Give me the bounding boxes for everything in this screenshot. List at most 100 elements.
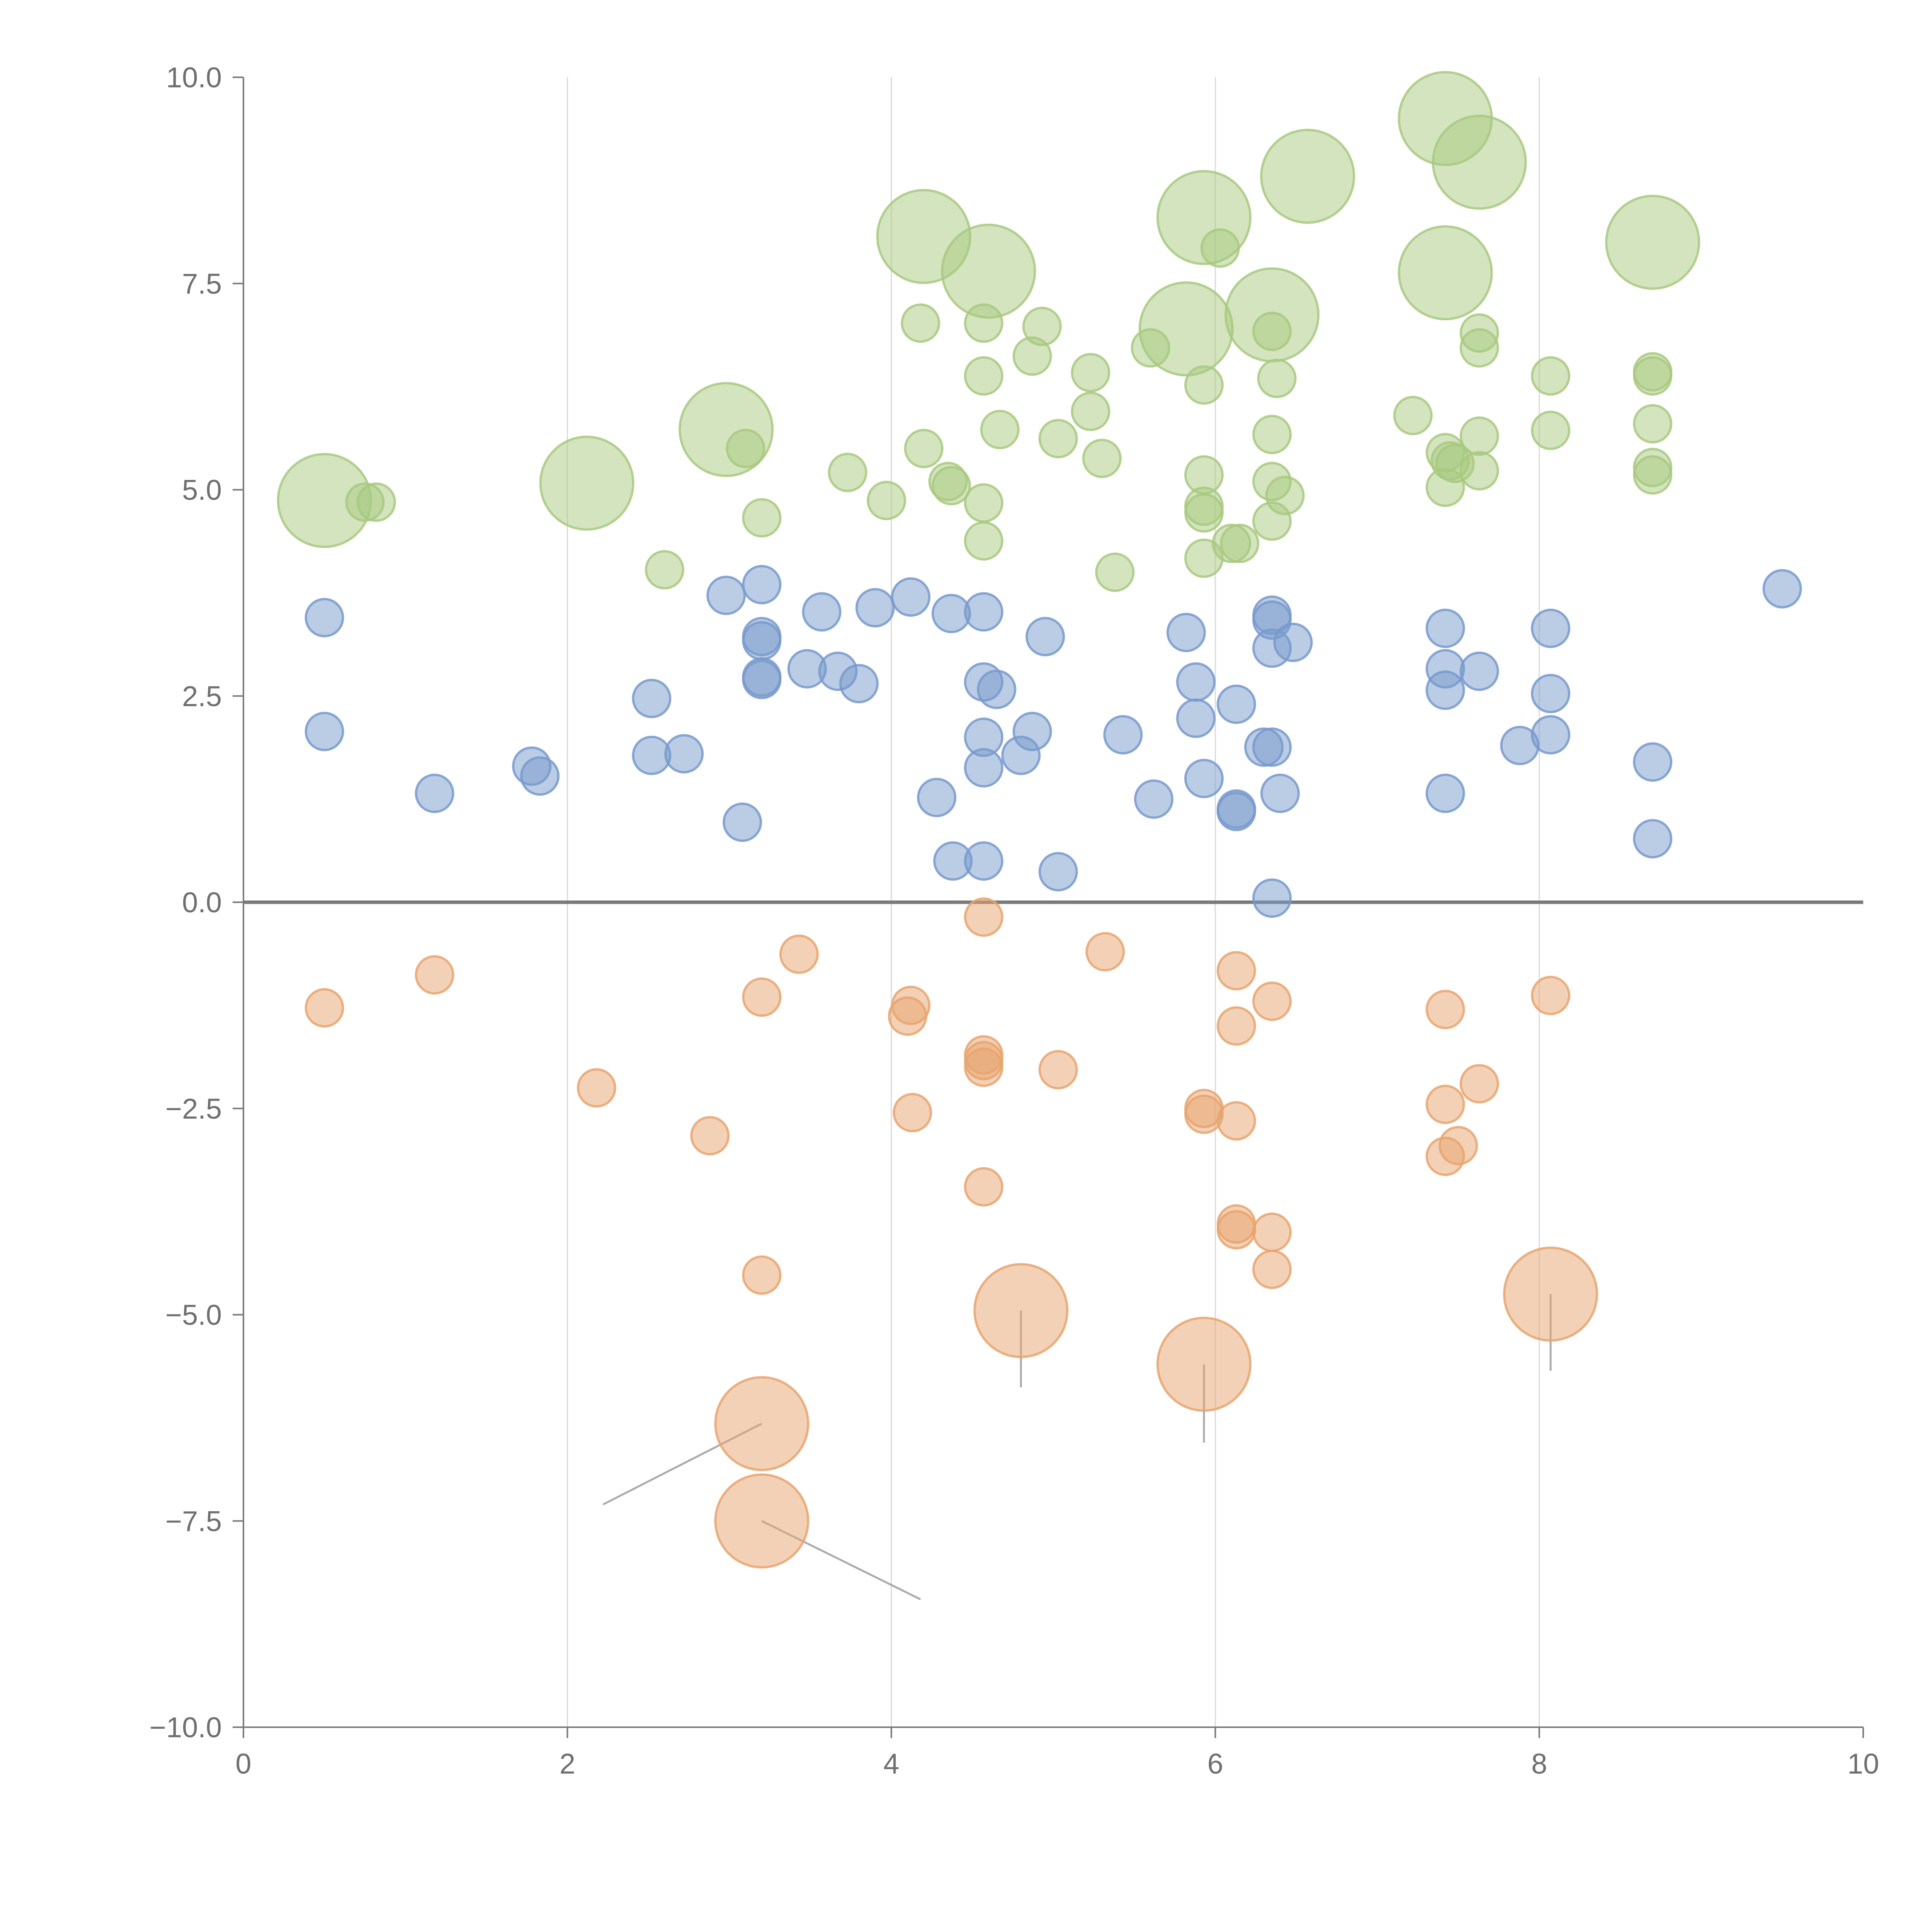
point-green [964,483,1003,523]
point-green [1531,356,1570,396]
x-tick-label: 6 [1208,1748,1223,1780]
point-orange [964,1167,1003,1207]
point-blue [1762,569,1802,609]
point-green [980,410,1020,449]
point-orange [1085,932,1125,972]
axes: 0 2 4 6 8 10 10.0 7.5 5.0 2.5 0.0 −2.5 −5.0 −7.5 −10.0 [150,61,1879,1780]
point-green [964,521,1003,561]
point-green [904,429,944,468]
point-green [1459,416,1499,456]
point-blue [802,592,842,632]
y-tick-label: 5.0 [182,474,222,506]
point-green [1138,281,1234,377]
x-tick-label: 8 [1531,1748,1547,1780]
point-blue [706,575,746,615]
point-blue [1633,819,1673,859]
point-green [1220,524,1260,563]
point-green [1252,311,1292,351]
point-green [1184,365,1224,405]
point-blue [723,802,762,842]
point-blue [1425,609,1465,648]
point-green [1252,415,1292,454]
point-green [1260,129,1355,224]
x-tick-label: 4 [883,1748,899,1780]
point-green [1184,493,1224,533]
point-green [1459,451,1499,491]
point-blue [1176,662,1216,702]
series-green [277,71,1701,592]
data-points [277,71,1802,1569]
point-orange [1425,990,1465,1029]
point-green [1095,553,1135,592]
point-green [1531,410,1570,450]
point-green [1257,359,1297,398]
point-blue [1026,617,1065,656]
point-green [1082,439,1122,478]
point-blue [742,565,782,605]
point-blue [1103,715,1143,755]
y-tick-label: 10.0 [166,61,222,94]
y-tick-label: 7.5 [182,268,222,300]
point-orange [1216,951,1256,991]
point-blue [1012,712,1052,752]
series-blue [304,565,1802,918]
point-orange [1252,981,1292,1021]
x-tick-label: 0 [235,1748,251,1780]
point-orange [1252,1213,1292,1252]
point-orange [891,985,931,1025]
point-blue [1531,673,1570,713]
point-orange [415,955,454,995]
point-orange [1425,1085,1465,1124]
point-blue [1425,670,1465,710]
point-orange [1252,1250,1292,1289]
point-orange [1216,1101,1256,1141]
point-blue [1531,715,1570,755]
series-orange [304,897,1598,1569]
point-blue [1216,792,1256,832]
point-orange [577,1068,616,1108]
point-green [1633,455,1673,495]
point-green [828,452,867,492]
point-orange [742,977,782,1017]
point-orange [742,1255,782,1295]
y-tick-label: 2.5 [182,680,222,712]
point-blue [1531,609,1570,648]
point-blue [839,664,879,704]
point-blue [1134,779,1173,819]
point-blue [632,679,672,718]
point-orange [1156,1316,1252,1412]
point-blue [1166,612,1206,652]
point-blue [977,670,1017,709]
point-blue [1633,742,1673,782]
y-tick-label: −5.0 [165,1299,222,1331]
point-blue [415,774,454,813]
point-blue [520,756,560,796]
point-orange [973,1263,1069,1358]
point-blue [1273,622,1313,662]
point-blue [964,748,1003,787]
point-blue [917,777,957,817]
point-green [1398,225,1493,320]
point-green [742,498,782,538]
point-orange [1216,1006,1256,1046]
point-green [726,429,765,468]
point-orange [690,1116,730,1156]
point-orange [714,1473,810,1569]
y-tick-label: 0.0 [182,886,222,918]
point-orange [304,988,344,1028]
point-green [356,482,396,522]
point-orange [779,934,819,974]
point-blue [1260,774,1300,813]
point-green [1633,404,1673,444]
point-green [901,303,940,343]
point-orange [964,1048,1003,1087]
point-blue [1252,878,1292,918]
point-blue [304,712,344,752]
point-blue [1176,698,1216,738]
point-blue [304,598,344,638]
point-green [1459,328,1499,368]
point-green [645,550,684,590]
point-orange [714,1376,810,1471]
point-orange [964,897,1003,937]
